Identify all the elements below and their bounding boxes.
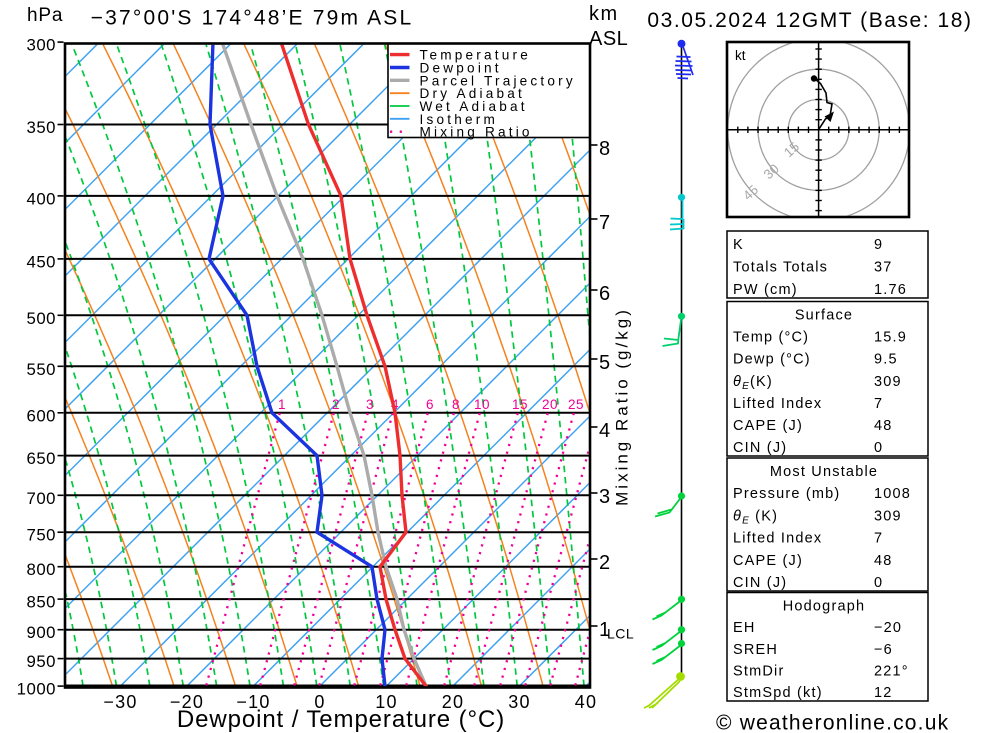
svg-text:30: 30 <box>761 161 782 182</box>
svg-text:20: 20 <box>542 397 558 412</box>
svg-text:1.76: 1.76 <box>874 282 907 298</box>
svg-text:Isotherm: Isotherm <box>420 112 498 127</box>
svg-text:450: 450 <box>27 252 57 271</box>
svg-text:1000: 1000 <box>17 680 56 699</box>
svg-text:6: 6 <box>426 397 434 412</box>
svg-text:km: km <box>589 3 619 25</box>
svg-text:Totals Totals: Totals Totals <box>733 260 828 276</box>
svg-text:15.9: 15.9 <box>874 330 907 346</box>
svg-text:400: 400 <box>27 189 57 208</box>
svg-text:7: 7 <box>874 531 883 547</box>
svg-text:3: 3 <box>366 397 374 412</box>
svg-text:CIN (J): CIN (J) <box>733 440 787 456</box>
svg-text:1: 1 <box>278 397 286 412</box>
svg-text:2: 2 <box>599 552 610 574</box>
svg-text:Dewpoint / Temperature (°C): Dewpoint / Temperature (°C) <box>177 706 505 733</box>
svg-text:K: K <box>733 237 744 253</box>
svg-text:EH: EH <box>733 620 756 636</box>
svg-text:15: 15 <box>512 397 528 412</box>
svg-text:Hodograph: Hodograph <box>783 598 866 614</box>
svg-text:10: 10 <box>474 397 490 412</box>
svg-text:−20: −20 <box>170 692 204 712</box>
svg-text:500: 500 <box>27 309 57 328</box>
svg-text:Dewp (°C): Dewp (°C) <box>733 352 811 368</box>
svg-text:650: 650 <box>27 449 57 468</box>
svg-text:hPa: hPa <box>27 5 63 26</box>
svg-text:Mixing Ratio (g/kg): Mixing Ratio (g/kg) <box>613 307 632 506</box>
svg-text:Temp (°C): Temp (°C) <box>733 330 809 346</box>
svg-text:1008: 1008 <box>874 486 911 502</box>
svg-text:θE(K): θE(K) <box>733 374 773 392</box>
svg-text:Lifted Index: Lifted Index <box>733 531 822 547</box>
svg-text:1: 1 <box>599 619 610 641</box>
svg-text:221°: 221° <box>874 664 909 680</box>
svg-text:850: 850 <box>27 593 57 612</box>
svg-text:48: 48 <box>874 553 893 569</box>
svg-text:StmSpd (kt): StmSpd (kt) <box>733 685 823 701</box>
svg-text:kt: kt <box>735 48 746 63</box>
svg-text:−6: −6 <box>874 642 893 658</box>
svg-text:0: 0 <box>874 440 883 456</box>
svg-text:750: 750 <box>27 526 57 545</box>
svg-text:© weatheronline.co.uk: © weatheronline.co.uk <box>716 712 949 733</box>
svg-text:20: 20 <box>442 692 464 712</box>
svg-text:Lifted Index: Lifted Index <box>733 396 822 412</box>
svg-text:ASL: ASL <box>589 28 628 50</box>
svg-text:800: 800 <box>27 560 57 579</box>
svg-text:Dry Adiabat: Dry Adiabat <box>420 86 525 101</box>
svg-text:CAPE (J): CAPE (J) <box>733 418 803 434</box>
svg-text:Pressure (mb): Pressure (mb) <box>733 486 840 502</box>
svg-text:CAPE (J): CAPE (J) <box>733 553 803 569</box>
svg-text:−20: −20 <box>874 620 902 636</box>
svg-text:0: 0 <box>874 575 883 591</box>
svg-text:4: 4 <box>599 420 610 442</box>
svg-text:9.5: 9.5 <box>874 352 898 368</box>
svg-text:48: 48 <box>874 418 893 434</box>
svg-text:θE (K): θE (K) <box>733 508 778 526</box>
svg-text:Wet Adiabat: Wet Adiabat <box>420 99 528 114</box>
svg-text:3: 3 <box>599 486 610 508</box>
svg-text:8: 8 <box>599 138 610 160</box>
svg-text:CIN (J): CIN (J) <box>733 575 787 591</box>
svg-text:550: 550 <box>27 360 57 379</box>
svg-text:600: 600 <box>27 406 57 425</box>
svg-text:PW (cm): PW (cm) <box>733 282 798 298</box>
svg-text:950: 950 <box>27 652 57 671</box>
svg-text:309: 309 <box>874 374 902 390</box>
svg-text:LCL: LCL <box>607 626 634 642</box>
svg-text:30: 30 <box>508 692 530 712</box>
svg-text:6: 6 <box>599 283 610 305</box>
svg-text:03.05.2024 12GMT (Base: 18): 03.05.2024 12GMT (Base: 18) <box>647 9 972 32</box>
svg-text:8: 8 <box>452 397 460 412</box>
svg-text:300: 300 <box>27 36 57 55</box>
svg-text:900: 900 <box>27 623 57 642</box>
svg-text:5: 5 <box>599 352 610 374</box>
svg-text:40: 40 <box>575 692 597 712</box>
svg-text:10: 10 <box>375 692 397 712</box>
svg-text:45: 45 <box>740 182 761 203</box>
svg-text:9: 9 <box>874 237 883 253</box>
svg-text:15: 15 <box>781 139 802 160</box>
svg-text:StmDir: StmDir <box>733 664 785 680</box>
svg-text:Most Unstable: Most Unstable <box>770 464 878 480</box>
svg-text:700: 700 <box>27 489 57 508</box>
svg-text:2: 2 <box>332 397 340 412</box>
svg-text:7: 7 <box>874 396 883 412</box>
svg-text:350: 350 <box>27 118 57 137</box>
svg-text:37: 37 <box>874 260 893 276</box>
svg-text:Parcel Trajectory: Parcel Trajectory <box>420 73 576 88</box>
svg-text:0: 0 <box>314 692 325 712</box>
svg-text:−37°00'S 174°48’E 79m ASL: −37°00'S 174°48’E 79m ASL <box>91 7 414 30</box>
svg-text:−10: −10 <box>236 692 270 712</box>
svg-text:Dewpoint: Dewpoint <box>420 61 502 76</box>
svg-text:Surface: Surface <box>795 308 853 324</box>
svg-text:7: 7 <box>599 212 610 234</box>
svg-text:12: 12 <box>874 685 893 701</box>
svg-text:Mixing Ratio: Mixing Ratio <box>420 125 533 140</box>
svg-text:309: 309 <box>874 508 902 524</box>
svg-text:SREH: SREH <box>733 642 778 658</box>
svg-text:25: 25 <box>568 397 584 412</box>
svg-text:−30: −30 <box>103 692 137 712</box>
svg-text:Temperature: Temperature <box>420 48 532 63</box>
